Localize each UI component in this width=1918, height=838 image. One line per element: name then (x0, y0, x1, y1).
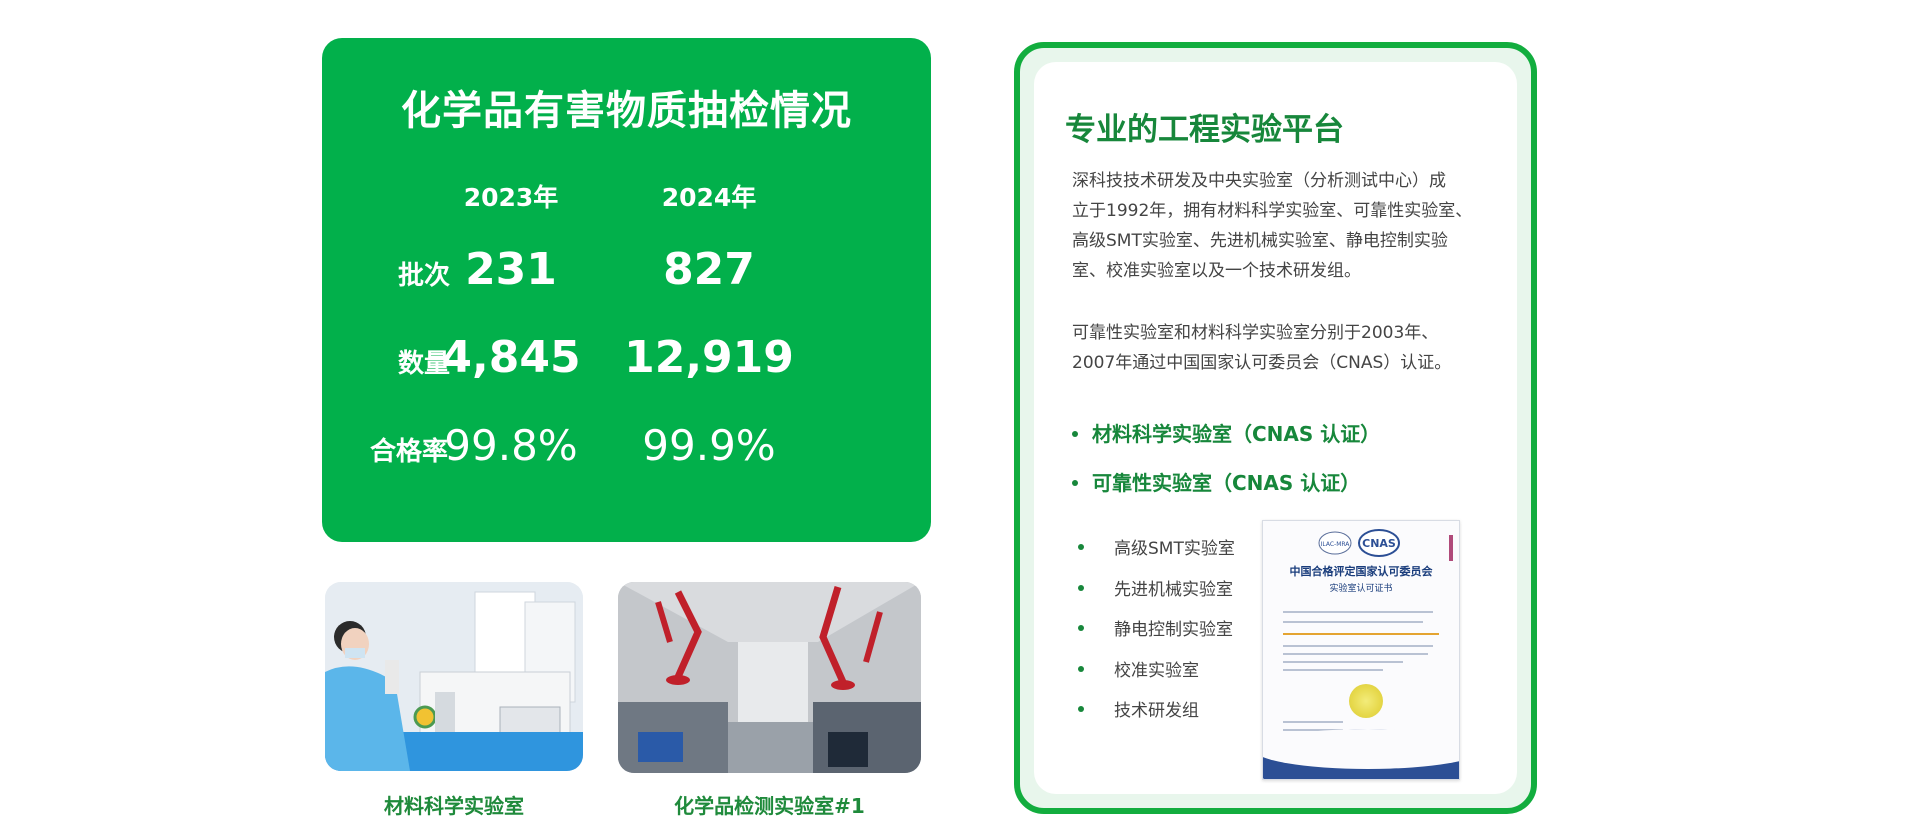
certified-lab-label: 材料科学实验室（CNAS 认证） (1092, 422, 1381, 446)
stat-value-batch-2023: 231 (465, 244, 557, 295)
certificate-heading: 中国合格评定国家认可委员会 (1289, 565, 1433, 578)
row-label-batch: 批次 (397, 261, 450, 291)
photo-caption-materials-lab: 材料科学实验室 (384, 794, 524, 818)
bullet-icon (1078, 666, 1084, 672)
bullet-icon (1072, 479, 1078, 486)
lab-list-label: 技术研发组 (1114, 701, 1199, 721)
lab-list-label: 静电控制实验室 (1114, 620, 1233, 640)
lab-intro-line: 室、校准实验室以及一个技术研发组。 (1072, 261, 1361, 281)
lab-intro-line: 深科技技术研发及中央实验室（分析测试中心）成 (1072, 171, 1446, 191)
lab-list-item: 先进机械实验室 (1078, 575, 1233, 600)
photo-caption-chemical-lab: 化学品检测实验室#1 (674, 794, 865, 818)
bullet-icon (1078, 625, 1084, 631)
lab-cnas-paragraph: 可靠性实验室和材料科学实验室分别于2003年、 2007年通过中国国家认可委员会… (1072, 318, 1478, 378)
lab-list-item: 校准实验室 (1078, 656, 1199, 681)
lab-intro-line: 立于1992年，拥有材料科学实验室、可靠性实验室、 (1072, 201, 1473, 221)
lab-intro-line: 高级SMT实验室、先进机械实验室、静电控制实验 (1072, 231, 1448, 251)
cnas-logo: CNAS (1362, 537, 1396, 550)
cnas-certificate-image: ILAC-MRA CNAS 中国合格评定国家认可委员会 实验室认可证书 (1262, 520, 1460, 780)
stat-value-pass-rate-2024: 99.9% (642, 421, 776, 470)
lab-title: 专业的工程实验平台 (1065, 112, 1344, 148)
certificate-logos: ILAC-MRA CNAS (1318, 529, 1400, 557)
bullet-icon (1078, 585, 1084, 591)
lab-list-label: 校准实验室 (1114, 661, 1199, 681)
row-label-pass-rate: 合格率 (369, 437, 448, 467)
bullet-icon (1078, 544, 1084, 550)
certificate-subheading: 实验室认可证书 (1329, 584, 1393, 594)
year-header-2023: 2023年 (463, 183, 559, 212)
certified-lab-label: 可靠性实验室（CNAS 认证） (1092, 471, 1361, 495)
stat-value-quantity-2023: 4,845 (441, 332, 581, 383)
stat-value-pass-rate-2023: 99.8% (444, 421, 578, 470)
certified-lab-item: 材料科学实验室（CNAS 认证） (1072, 418, 1380, 447)
bullet-icon (1078, 706, 1084, 712)
bullet-icon (1072, 430, 1078, 437)
materials-lab-photo (325, 582, 583, 771)
year-header-2024: 2024年 (661, 183, 757, 212)
stat-value-batch-2024: 827 (663, 244, 755, 295)
lab-list-item: 高级SMT实验室 (1078, 534, 1235, 559)
lab-intro-paragraph: 深科技技术研发及中央实验室（分析测试中心）成 立于1992年，拥有材料科学实验室… (1072, 166, 1478, 286)
lab-cnas-line: 可靠性实验室和材料科学实验室分别于2003年、 (1072, 323, 1439, 343)
lab-list-label: 先进机械实验室 (1114, 580, 1233, 600)
certificate-seal (1349, 684, 1383, 718)
certified-lab-item: 可靠性实验室（CNAS 认证） (1072, 467, 1360, 496)
stat-value-quantity-2024: 12,919 (624, 332, 794, 383)
lab-list-label: 高级SMT实验室 (1114, 539, 1235, 559)
stats-card: 化学品有害物质抽检情况 2023年 2024年 批次 231 827 数量 4,… (322, 38, 931, 542)
row-label-quantity: 数量 (397, 349, 450, 379)
stats-title: 化学品有害物质抽检情况 (401, 88, 852, 134)
lab-cnas-line: 2007年通过中国国家认可委员会（CNAS）认证。 (1072, 353, 1452, 373)
ilac-mra-logo: ILAC-MRA (1321, 541, 1351, 548)
certificate-ribbon (1449, 535, 1453, 561)
lab-list-item: 静电控制实验室 (1078, 615, 1233, 640)
lab-list-item: 技术研发组 (1078, 696, 1199, 721)
chemical-lab-photo (618, 582, 921, 773)
